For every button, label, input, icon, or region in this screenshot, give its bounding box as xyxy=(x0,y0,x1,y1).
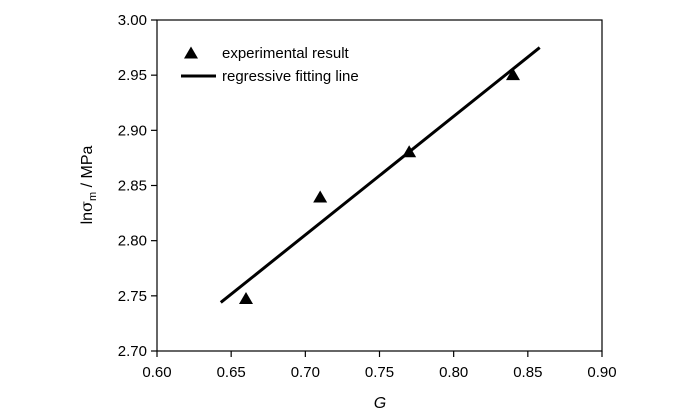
legend-label-fitting-line: regressive fitting line xyxy=(222,68,359,85)
y-tick-label: 2.85 xyxy=(118,178,147,195)
x-axis-title: G xyxy=(374,395,386,412)
y-axis-title-prefix: ln xyxy=(79,212,96,224)
x-axis-ticks: 0.60 0.65 0.70 0.75 0.80 0.85 0.90 xyxy=(142,351,617,381)
y-axis-title: lnσm / MPa xyxy=(77,146,99,225)
data-point-triangle xyxy=(313,190,328,203)
y-tick-label: 2.70 xyxy=(118,343,147,360)
y-tick-label: 2.80 xyxy=(118,233,147,250)
y-axis-title-suffix: / MPa xyxy=(79,146,96,192)
y-tick-label: 2.75 xyxy=(118,288,147,305)
y-axis-title-symbol: σ xyxy=(77,201,96,212)
data-point-triangle xyxy=(506,68,520,81)
data-point-triangle xyxy=(239,292,253,305)
y-axis-title-subscript: m xyxy=(87,192,99,201)
series-layer xyxy=(219,46,541,305)
x-tick-label: 0.60 xyxy=(142,364,171,381)
y-tick-label: 2.95 xyxy=(118,67,147,84)
x-tick-label: 0.75 xyxy=(365,364,394,381)
x-tick-label: 0.85 xyxy=(513,364,542,381)
fitting-line xyxy=(219,46,541,304)
legend: experimental result regressive fitting l… xyxy=(181,45,359,85)
x-tick-label: 0.80 xyxy=(439,364,468,381)
y-tick-label: 2.90 xyxy=(118,122,147,139)
y-axis-ticks: 2.70 2.75 2.80 2.85 2.90 2.95 3.00 xyxy=(118,12,157,360)
x-tick-label: 0.65 xyxy=(217,364,246,381)
x-tick-label: 0.70 xyxy=(291,364,320,381)
legend-triangle-marker xyxy=(184,46,198,59)
y-tick-label: 3.00 xyxy=(118,12,147,29)
x-tick-label: 0.90 xyxy=(587,364,616,381)
legend-label-experimental: experimental result xyxy=(222,45,350,62)
